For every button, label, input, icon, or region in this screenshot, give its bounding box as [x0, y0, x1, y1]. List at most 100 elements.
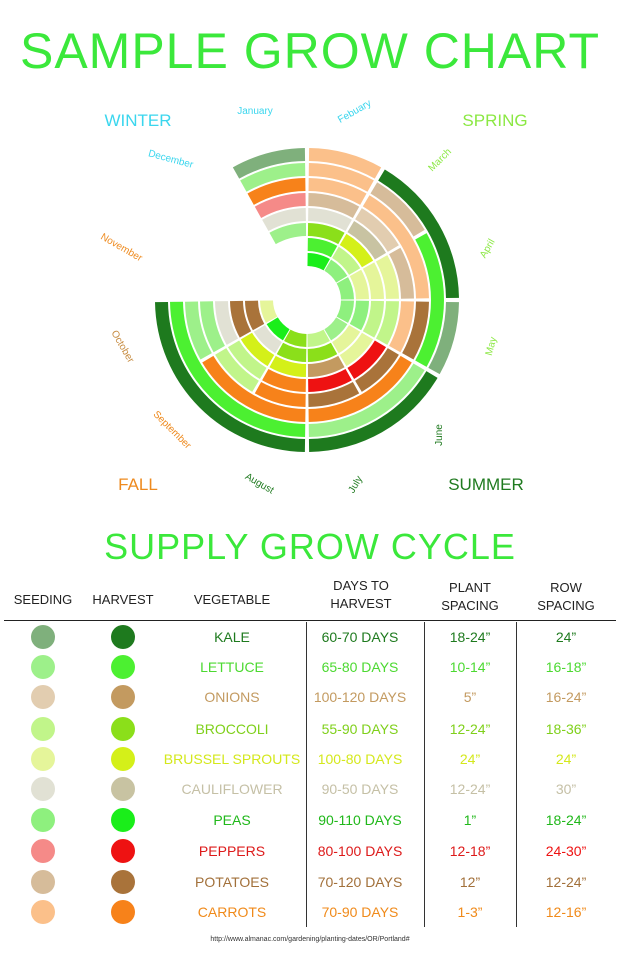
grow-wheel-chart: Febuary March April May June July August Septem…	[99, 98, 528, 497]
days-to-harvest: 80-100 DAYS	[317, 843, 403, 859]
seeding-swatch	[31, 777, 55, 801]
header-days-line1: DAYS TO	[333, 578, 389, 593]
column-divider-row	[516, 622, 517, 927]
month-label: October	[109, 329, 137, 366]
broccoli-harvest-arc	[307, 342, 338, 362]
header-row-line1: ROW	[550, 580, 582, 595]
plant-spacing: 12”	[459, 874, 481, 890]
peas-seeding-arc	[349, 300, 369, 331]
month-label: Febuary	[336, 98, 373, 126]
vegetable-name: KALE	[214, 629, 250, 645]
broccoli-seeding-arc	[227, 340, 267, 380]
potatoes-harvest-arc	[355, 348, 399, 392]
table-row: CAULIFLOWER 90-50 DAYS 12-24” 30”	[0, 774, 620, 804]
lettuce-seeding-arc	[308, 363, 425, 437]
harvest-swatch	[111, 839, 135, 863]
potatoes-harvest-arc	[402, 301, 429, 360]
header-days-line2: HARVEST	[330, 596, 392, 611]
table-header: SEEDING HARVEST VEGETABLE DAYS TO HARVES…	[0, 578, 620, 620]
carrots-seeding-arc	[308, 163, 374, 192]
brussel-sprouts-seeding-arc	[260, 300, 278, 323]
peas-seeding-arc	[336, 300, 354, 323]
column-divider-days	[306, 622, 307, 927]
month-label: May	[484, 336, 500, 357]
header-row-line2: SPACING	[537, 598, 595, 613]
harvest-swatch	[111, 808, 135, 832]
vegetable-name: PEPPERS	[198, 843, 266, 859]
onions-harvest-arc	[307, 355, 345, 377]
brussel-sprouts-harvest-arc	[240, 332, 275, 367]
days-to-harvest: 90-110 DAYS	[318, 812, 402, 828]
broccoli-seeding-arc	[362, 300, 384, 338]
broccoli-harvest-arc	[284, 329, 307, 347]
table-row: CARROTS 70-90 DAYS 1-3” 12-16”	[0, 897, 620, 927]
kale-harvest-arc	[155, 301, 306, 452]
cauliflower-seeding-arc	[253, 325, 282, 354]
carrots-seeding-arc	[308, 148, 382, 179]
lettuce-seeding-arc	[185, 301, 212, 360]
carrots-harvest-arc	[308, 355, 412, 422]
harvest-swatch	[111, 900, 135, 924]
peppers-harvest-arc	[308, 368, 352, 392]
kale-seeding-arc	[232, 148, 306, 179]
carrots-seeding-arc	[308, 178, 367, 205]
header-divider	[4, 620, 616, 621]
brussel-sprouts-harvest-arc	[269, 355, 307, 377]
vegetable-name: CAULIFLOWER	[181, 781, 283, 797]
seeding-swatch	[31, 747, 55, 771]
month-label: January	[237, 106, 273, 117]
peppers-seeding-arc	[254, 193, 306, 218]
broccoli-seeding-arc	[332, 246, 361, 275]
plant-spacing: 1”	[463, 812, 477, 828]
row-spacing: 30”	[555, 781, 577, 797]
peas-harvest-arc	[307, 253, 330, 271]
broccoli-harvest-arc	[276, 342, 307, 362]
potatoes-seeding-arc	[308, 193, 360, 218]
row-spacing: 16-18”	[545, 659, 587, 675]
seeding-swatch	[31, 870, 55, 894]
carrots-seeding-arc	[389, 301, 414, 353]
peas-harvest-arc	[266, 317, 290, 341]
broccoli-seeding-arc	[375, 301, 399, 345]
vegetable-name: BROCCOLI	[195, 721, 269, 737]
harvest-swatch	[111, 870, 135, 894]
table-row: PEAS 90-110 DAYS 1” 18-24”	[0, 805, 620, 835]
cycle-subtitle: SUPPLY GROW CYCLE	[104, 526, 516, 567]
vegetable-name: PEAS	[213, 812, 251, 828]
potatoes-harvest-arc	[245, 300, 265, 331]
days-to-harvest: 100-80 DAYS	[317, 751, 403, 767]
plant-spacing: 12-24”	[449, 781, 491, 797]
row-spacing: 18-36”	[545, 721, 587, 737]
broccoli-harvest-arc	[307, 223, 345, 245]
plant-spacing: 10-14”	[449, 659, 491, 675]
season-label: FALL	[118, 475, 158, 494]
lettuce-harvest-arc	[170, 301, 306, 437]
header-harvest: HARVEST	[92, 592, 154, 607]
carrots-harvest-arc	[262, 368, 306, 392]
vegetable-name: LETTUCE	[200, 659, 264, 675]
vegetable-name: CARROTS	[197, 904, 267, 920]
cauliflower-seeding-arc	[262, 208, 306, 232]
brussel-sprouts-seeding-arc	[362, 262, 384, 300]
harvest-swatch	[111, 747, 135, 771]
seeding-swatch	[31, 808, 55, 832]
seeding-swatch	[31, 839, 55, 863]
seeding-swatch	[31, 900, 55, 924]
harvest-swatch	[111, 655, 135, 679]
lettuce-harvest-arc	[415, 233, 444, 367]
month-label: December	[147, 148, 195, 171]
vegetable-name: POTATOES	[195, 874, 269, 890]
row-spacing: 12-16”	[545, 904, 587, 920]
month-label: March	[427, 147, 454, 174]
vegetable-name: BRUSSEL SPROUTS	[163, 751, 301, 767]
row-spacing: 24”	[555, 629, 577, 645]
month-label: April	[478, 237, 498, 260]
lettuce-seeding-arc	[240, 163, 306, 192]
potatoes-harvest-arc	[308, 382, 360, 407]
seeding-swatch	[31, 685, 55, 709]
month-label: June	[434, 424, 445, 446]
cauliflower-harvest-arc	[347, 220, 387, 260]
days-to-harvest: 100-120 DAYS	[313, 689, 407, 705]
harvest-swatch	[111, 777, 135, 801]
harvest-swatch	[111, 625, 135, 649]
